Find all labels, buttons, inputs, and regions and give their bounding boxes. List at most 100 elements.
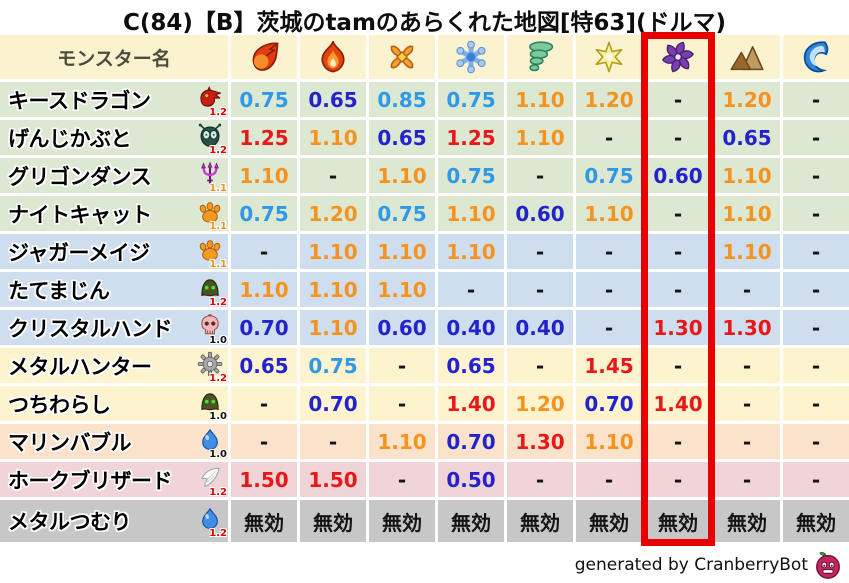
resistance-value: 0.65	[377, 125, 427, 150]
resistance-cell: -	[645, 272, 711, 307]
resistance-value: 0.75	[446, 163, 496, 188]
resistance-value: 1.40	[653, 391, 703, 416]
resistance-cell: 1.10	[369, 158, 435, 193]
monster-icon-wrap: 1.0	[196, 388, 227, 421]
resistance-value: 1.10	[239, 277, 289, 302]
monster-name-cell: グリゴンダンス 1.1	[0, 158, 228, 193]
resistance-value: -	[811, 315, 821, 340]
resistance-cell: 1.10	[714, 158, 780, 193]
monster-name: キースドラゴン	[8, 88, 151, 113]
resistance-cell: 無効	[507, 500, 573, 542]
monster-name: マリンバブル	[8, 430, 132, 455]
resistance-value: -	[811, 353, 821, 378]
monster-multiplier: 1.2	[209, 372, 227, 383]
resistance-cell: -	[369, 462, 435, 497]
resistance-value: 1.10	[377, 163, 427, 188]
monster-multiplier: 1.2	[209, 144, 227, 155]
resistance-value: 0.40	[446, 315, 496, 340]
monster-icon-wrap: 1.2	[196, 274, 227, 307]
credit-text: generated by CranberryBot	[574, 555, 808, 575]
resistance-value: 0.70	[308, 391, 358, 416]
footer-credit: generated by CranberryBot	[575, 549, 843, 581]
resistance-value: -	[535, 163, 545, 188]
resistance-value: -	[535, 277, 545, 302]
resistance-value: 0.60	[515, 201, 565, 226]
resistance-cell: 1.10	[714, 196, 780, 231]
monster-icon-wrap: 1.2	[196, 84, 227, 117]
resistance-cell: 1.20	[300, 196, 366, 231]
monster-icon-wrap: 1.1	[196, 236, 227, 269]
resistance-value: 1.10	[239, 163, 289, 188]
resistance-value: 0.75	[239, 87, 289, 112]
resistance-value: 0.60	[377, 315, 427, 340]
resistance-cell: 1.10	[369, 424, 435, 459]
resistance-cell: -	[714, 348, 780, 383]
resistance-value: -	[535, 353, 545, 378]
resistance-cell: 1.10	[714, 234, 780, 269]
monster-name-cell: キースドラゴン 1.2	[0, 82, 228, 117]
monster-name: ナイトキャット	[8, 202, 152, 227]
monster-name-cell: つちわらし 1.0	[0, 386, 228, 421]
resistance-value: -	[742, 391, 752, 416]
resistance-cell: 1.20	[576, 82, 642, 117]
resistance-cell: -	[783, 348, 849, 383]
monster-name-cell: ナイトキャット 1.1	[0, 196, 228, 231]
resistance-cell: -	[783, 120, 849, 155]
resistance-value: 1.10	[308, 239, 358, 264]
resistance-cell: -	[714, 462, 780, 497]
resistance-cell: 無効	[369, 500, 435, 542]
monster-multiplier: 1.0	[209, 448, 227, 459]
monster-name-cell: メタルハンター 1.2	[0, 348, 228, 383]
resistance-value: 1.10	[722, 163, 772, 188]
resistance-value: -	[328, 163, 338, 188]
resistance-value: 0.70	[584, 391, 634, 416]
element-header-cell	[231, 35, 297, 79]
resistance-cell: -	[645, 82, 711, 117]
resistance-cell: 0.40	[507, 310, 573, 345]
resistance-cell: 0.85	[369, 82, 435, 117]
resistance-cell: 0.70	[576, 386, 642, 421]
monster-multiplier: 1.1	[209, 258, 227, 269]
resistance-cell: -	[783, 196, 849, 231]
resistance-cell: 1.10	[438, 234, 504, 269]
resistance-cell: 0.65	[231, 348, 297, 383]
monster-name-cell: げんじかぶと 1.2	[0, 120, 228, 155]
snowflake-icon	[453, 39, 489, 75]
resistance-cell: -	[300, 158, 366, 193]
resistance-cell: 0.75	[438, 158, 504, 193]
resistance-value: 無効	[589, 510, 629, 535]
resistance-value: 1.25	[239, 125, 289, 150]
resistance-cell: -	[507, 158, 573, 193]
resistance-value: -	[535, 467, 545, 492]
resistance-value: -	[742, 353, 752, 378]
resistance-value: 無効	[520, 510, 560, 535]
resistance-value: -	[466, 277, 476, 302]
resistance-cell: -	[645, 424, 711, 459]
page-title: C(84)【B】茨城のtamのあらくれた地図[特63](ドルマ)	[123, 10, 726, 36]
resistance-cell: -	[576, 310, 642, 345]
resistance-cell: 0.65	[438, 348, 504, 383]
resistance-value: -	[259, 239, 269, 264]
resistance-cell: 0.50	[438, 462, 504, 497]
resistance-cell: -	[714, 424, 780, 459]
resistance-value: -	[811, 277, 821, 302]
monster-icon-wrap: 1.1	[196, 160, 227, 193]
resistance-cell: -	[576, 272, 642, 307]
monster-name-cell: クリスタルハンド 1.0	[0, 310, 228, 345]
purple-pinwheel-icon	[660, 39, 696, 75]
resistance-cell: 1.20	[507, 386, 573, 421]
resistance-value: 1.10	[584, 429, 634, 454]
resistance-value: 無効	[382, 510, 422, 535]
resistance-value: 1.45	[584, 353, 634, 378]
resistance-cell: -	[507, 234, 573, 269]
resistance-cell: -	[783, 82, 849, 117]
monster-multiplier: 1.0	[209, 410, 227, 421]
resistance-value: 0.65	[722, 125, 772, 150]
resistance-value: -	[673, 87, 683, 112]
monster-icon-wrap: 1.2	[196, 505, 227, 539]
resistance-cell: 1.10	[507, 120, 573, 155]
resistance-value: 1.30	[722, 315, 772, 340]
resistance-value: 無効	[451, 510, 491, 535]
resistance-cell: 0.75	[300, 348, 366, 383]
resistance-value: 1.20	[722, 87, 772, 112]
